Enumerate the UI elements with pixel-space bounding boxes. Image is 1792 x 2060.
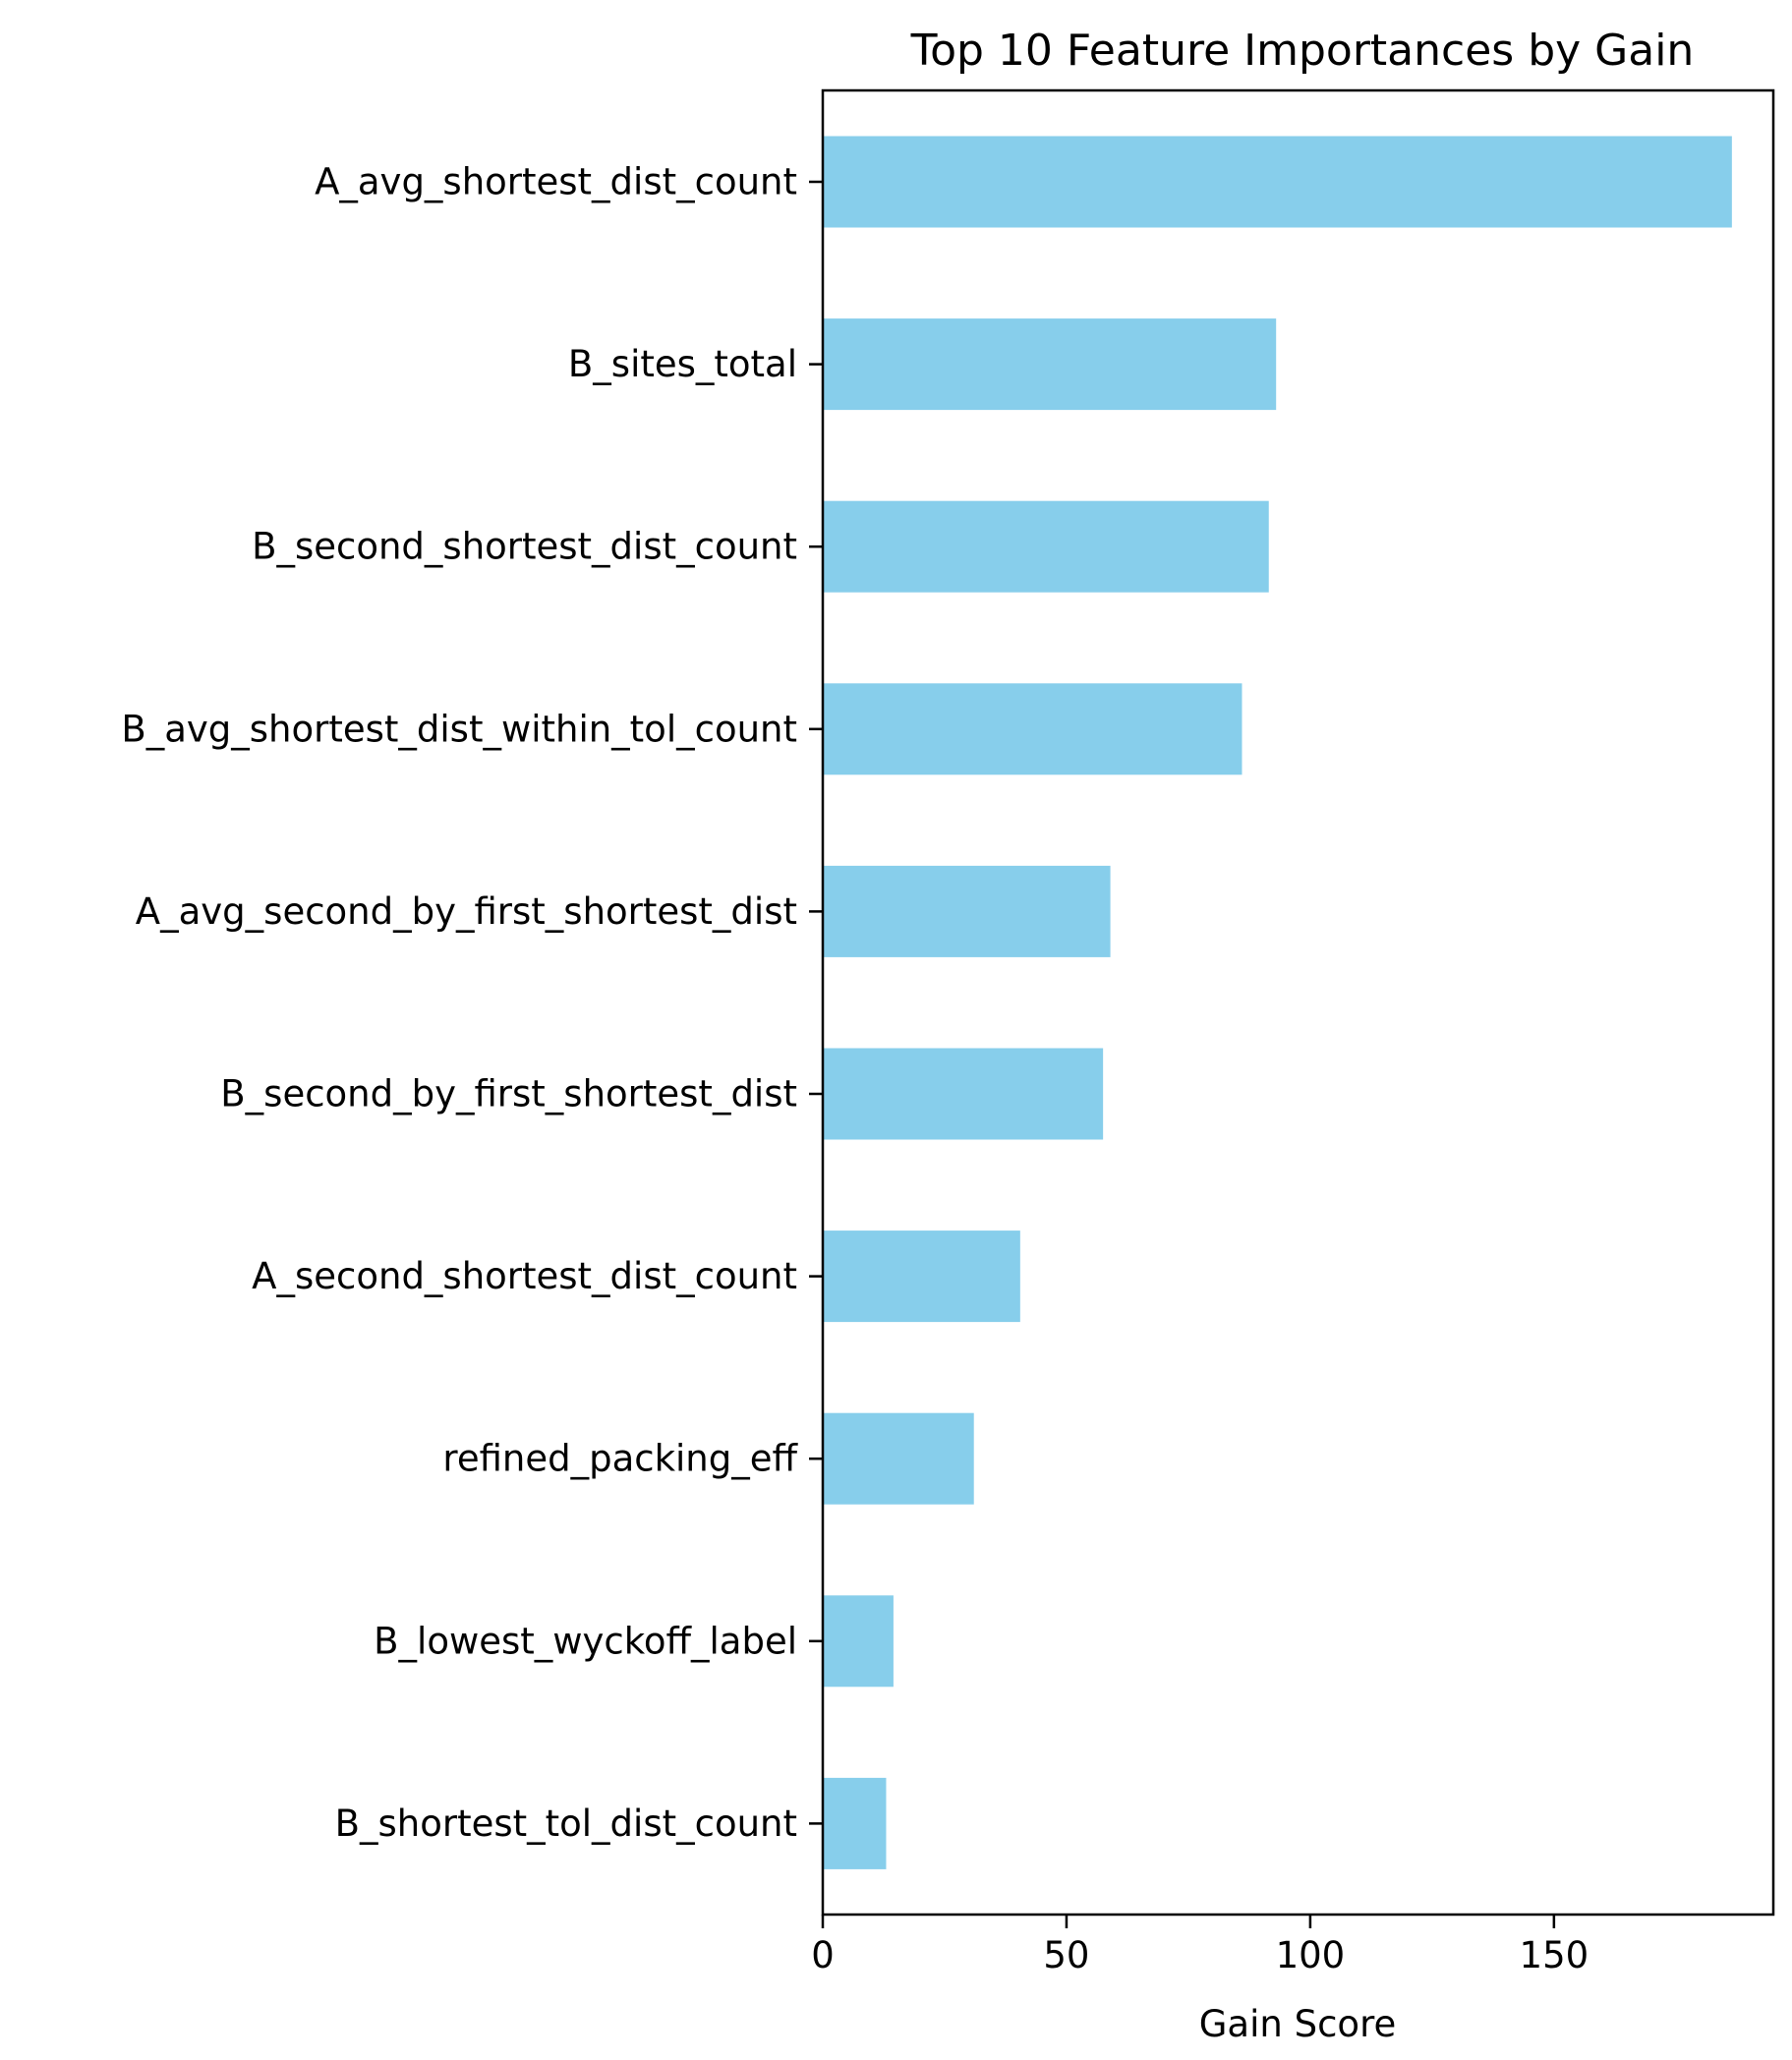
bar-B_sites_total [823,318,1277,411]
bar-B_second_shortest_dist_count [823,500,1269,593]
chart-title: Top 10 Feature Importances by Gain [910,26,1695,76]
bar-A_avg_shortest_dist_count [823,136,1732,228]
bar-A_second_shortest_dist_count [823,1230,1020,1323]
x-axis-label: Gain Score [1199,2003,1396,2045]
y-axis-ticks: A_avg_shortest_dist_count B_sites_total B_… [121,161,823,1845]
x-tick-label: 100 [1276,1934,1346,1976]
bar-B_avg_shortest_dist_within_tol_count [823,683,1243,775]
bar-A_avg_second_by_first_shortest_dist [823,865,1111,957]
y-tick-label: B_avg_shortest_dist_within_tol_count [121,708,797,750]
bars-group [823,136,1732,1869]
plot-area-frame [821,88,1775,1917]
y-tick-label: refined_packing_eff [442,1438,798,1480]
y-tick-label: B_second_by_first_shortest_dist [220,1073,797,1116]
x-tick-label: 0 [811,1934,835,1976]
bar-B_shortest_tol_dist_count [823,1777,887,1869]
y-tick-label: A_avg_shortest_dist_count [315,161,797,203]
bar-B_lowest_wyckoff_label [823,1595,894,1688]
y-tick-label: B_lowest_wyckoff_label [374,1620,797,1662]
x-axis-ticks: 0 50 100 150 [811,1915,1589,1976]
y-tick-label: B_second_shortest_dist_count [252,526,797,568]
y-tick-label: B_shortest_tol_dist_count [335,1802,797,1845]
bar-refined_packing_eff [823,1412,974,1505]
y-tick-label: A_avg_second_by_first_shortest_dist [136,890,797,933]
x-tick-label: 150 [1520,1934,1590,1976]
y-tick-label: B_sites_total [568,343,797,385]
x-tick-label: 50 [1043,1934,1089,1976]
bar-B_second_by_first_shortest_dist [823,1048,1104,1140]
y-tick-label: A_second_shortest_dist_count [252,1255,797,1297]
